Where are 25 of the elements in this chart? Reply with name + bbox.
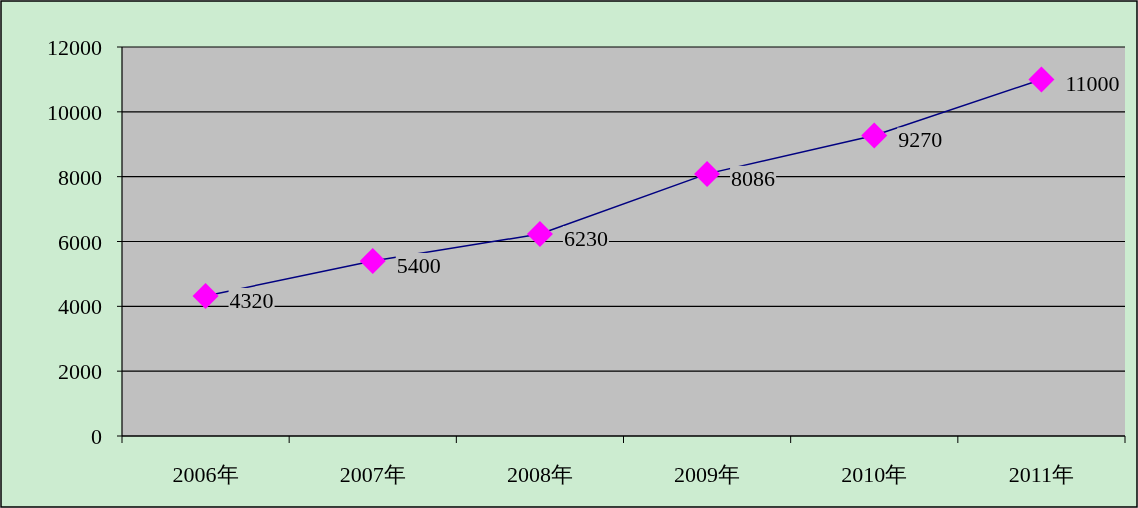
x-tick-label: 2006年 [172,462,239,487]
y-tick-label: 4000 [58,294,102,320]
data-label: 5400 [396,252,441,278]
point [1028,66,1055,93]
point [861,122,888,149]
y-tick-label: 10000 [47,99,102,125]
y-tick-label: 12000 [47,35,102,60]
x-tick-label: 2009年 [674,462,741,487]
data-label: 11000 [1065,71,1120,97]
x-tick-label: 2011年 [1008,462,1075,487]
data-label: 8086 [731,165,776,191]
y-tick-label: 8000 [58,164,102,190]
point [694,160,721,187]
x-tick-label: 2010年 [841,462,908,487]
data-label: 6230 [563,226,608,252]
y-tick-label: 6000 [58,229,102,255]
x-tick-label: 2008年 [506,462,573,487]
point [526,221,553,248]
data-label: 9270 [898,127,943,153]
x-tick-label: 2007年 [339,462,406,487]
point [359,247,386,274]
y-tick-label: 0 [91,424,102,449]
y-tick-label: 2000 [58,359,102,385]
data-label: 4320 [229,287,274,313]
point [192,282,219,309]
